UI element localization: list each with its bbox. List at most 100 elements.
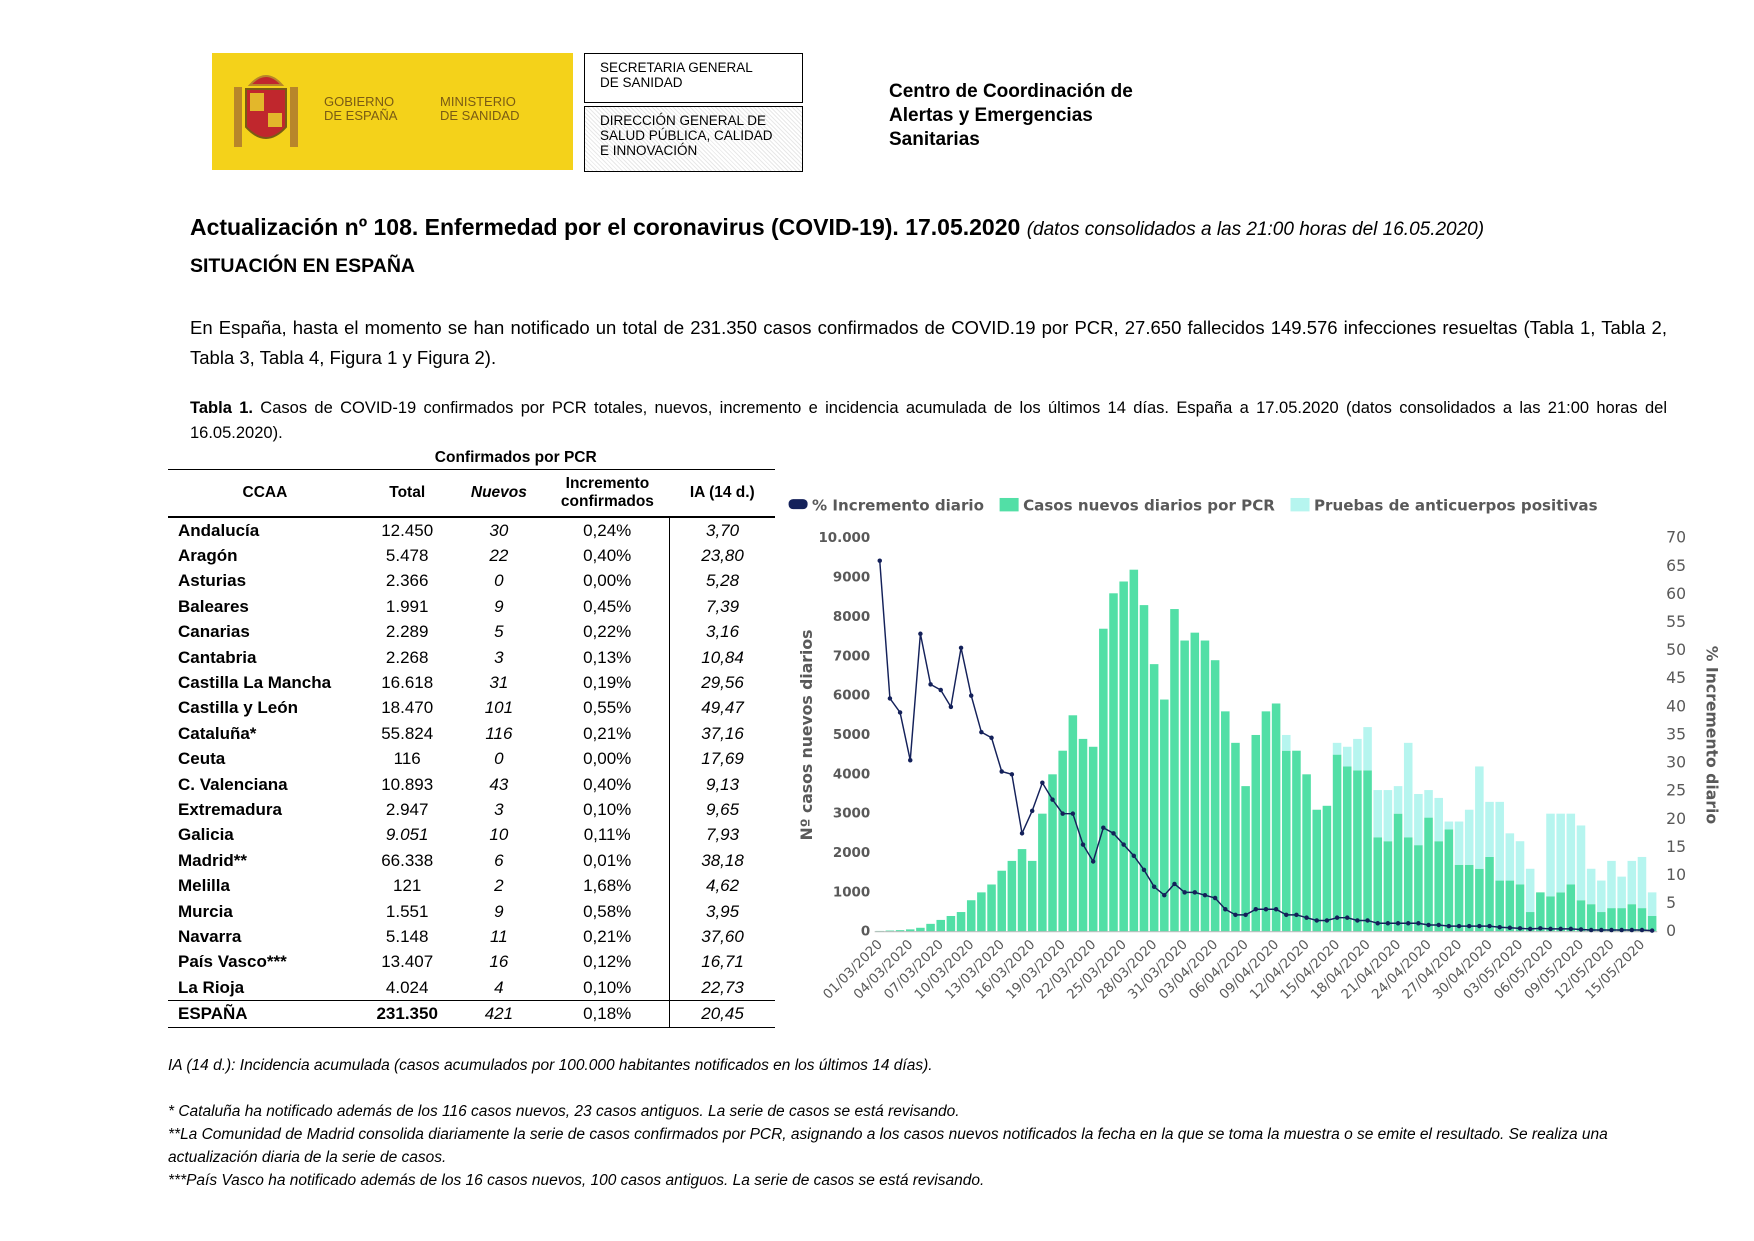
line-point [958,645,964,651]
bar [1536,892,1545,932]
line-point [1426,922,1431,928]
bar [1424,790,1433,818]
legend-label: % Incremento diario [812,496,984,514]
table-cell: 5 [494,622,504,642]
logo-text: MINISTERIO DE SANIDAD [440,94,520,123]
table-cell: Navarra [178,926,242,946]
table-cell: 30 [489,520,509,540]
intro-paragraph: En España, hasta el momento se han notif… [190,317,1667,368]
y-tick-label: 1000 [833,885,870,900]
bar [1566,813,1576,885]
bar [1546,813,1555,897]
title: Actualización nº 108. Enfermedad por el … [190,214,1484,241]
table-body: Andalucía 12.450 30 0,24% 3,70 Aragón 5.478 22 0… [168,517,775,1028]
table-row: País Vasco*** 13.407 16 0,12% 16,71 [168,949,775,976]
line-point [968,693,974,698]
y-tick-label: 0 [861,925,870,940]
bar [966,900,976,932]
table-cell: 121 [393,876,422,896]
y2-tick-label: 50 [1666,640,1686,659]
logo-text: GOBIERNO DE ESPAÑA [324,94,398,123]
bar [1424,817,1433,932]
table-cell: 2.268 [385,647,429,667]
y2-tick-label: 45 [1666,668,1686,687]
line-point [1548,926,1553,932]
blank [168,447,362,470]
table-cell: 0,12% [583,952,632,972]
bar [1515,884,1525,932]
table-row: Aragón 5.478 22 0,40% 23,80 [168,543,775,569]
bar [1627,860,1637,905]
column-header: Incremento confirmados [545,469,670,518]
bar [1525,868,1535,913]
legend-label: Pruebas de anticuerpos positivas [1314,496,1598,514]
bar [1464,864,1474,932]
table-cell: Canarias [178,622,250,642]
table-cell: 4 [494,977,504,997]
table-cell: 0,40% [583,546,632,566]
bar [1627,904,1637,932]
bar [1637,908,1647,932]
table-cell: 0,19% [583,673,632,693]
bar [1200,640,1210,932]
line-point [1151,884,1157,889]
line-point [1294,912,1299,918]
line-point [1466,923,1472,929]
line-point [1517,926,1523,931]
table-cell: 421 [452,1000,546,1028]
line-point [989,735,994,741]
line-point [1202,892,1208,898]
table-row: Galicia 9.051 10 0,11% 7,93 [168,822,775,849]
table-cell: 0,01% [583,850,632,870]
footnote: IA (14 d.): Incidencia acumulada (casos … [168,1057,933,1074]
footnote: * Cataluña ha notificado además de los 1… [168,1103,960,1120]
y2-tick-label: 20 [1666,809,1686,828]
line-point [1324,918,1330,923]
table-cell: 9,65 [669,797,775,823]
line-point [1212,895,1218,901]
bar [1485,801,1494,857]
bar [1414,845,1423,932]
table-cell: 9 [494,901,504,921]
line-point [1040,780,1045,785]
line-point [1263,906,1269,912]
table-cell: 37,16 [669,721,775,747]
bar [1637,856,1647,909]
bar [1342,766,1352,932]
table-cell: 1.551 [385,901,429,921]
table-row: Madrid** 66.338 6 0,01% 38,18 [168,848,775,874]
line-point [1446,923,1452,929]
line-point [1334,915,1340,920]
column-header: CCAA [168,469,362,518]
line-point [1141,867,1147,873]
line-point [948,704,954,710]
table-cell: 0,00% [583,749,632,769]
line-point [928,682,933,687]
bar [1617,876,1626,909]
bar [1485,856,1494,932]
table-cell: C. Valenciana [178,774,288,794]
bar [1332,742,1342,755]
table-cell: 5.478 [385,546,429,566]
bar [1495,880,1504,932]
bar [1180,640,1189,932]
table-row: Melilla 121 2 1,68% 4,62 [168,873,775,899]
table-row: Castilla La Mancha 16.618 31 0,19% 29,56 [168,670,775,696]
bar [1363,727,1372,771]
table-cell: 0,13% [583,647,632,667]
bar [1464,809,1474,865]
line-point [1284,912,1289,918]
y2-tick-label: 70 [1666,528,1686,547]
bar [1373,790,1383,838]
table-cell: 0,24% [583,520,632,540]
table-cell: 38,18 [669,848,775,874]
table-cell: Ceuta [178,749,226,769]
y2-tick-label: 40 [1666,696,1686,715]
bar [1444,821,1454,830]
department-box: SECRETARIA GENERAL DE SANIDAD [584,53,803,103]
y-tick-label: 3000 [833,807,870,822]
line-point [1273,906,1279,912]
legend-swatch [999,497,1019,512]
